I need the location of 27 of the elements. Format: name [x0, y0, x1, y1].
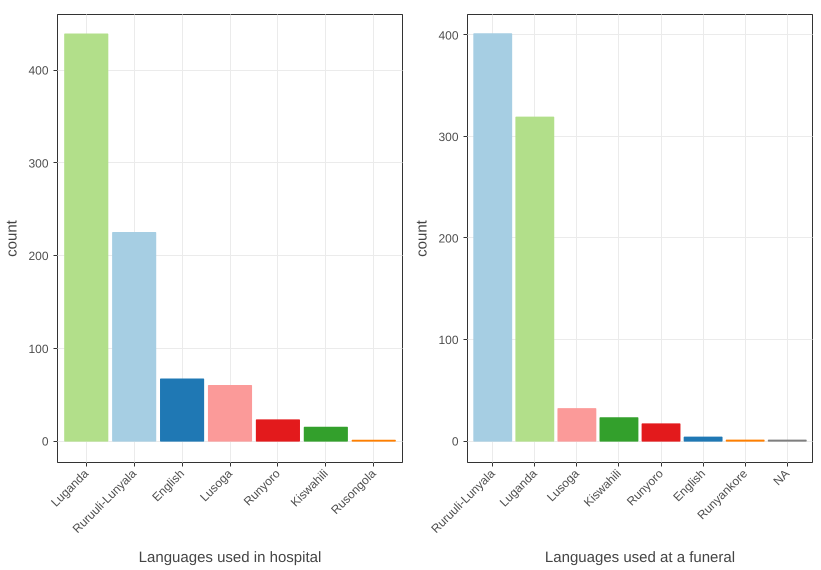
- bar: [515, 116, 554, 442]
- bar: [64, 33, 108, 442]
- y-axis-title: count: [413, 219, 430, 257]
- y-tick-label: 300: [28, 156, 49, 170]
- bar: [600, 417, 638, 442]
- bar: [256, 419, 300, 442]
- y-tick-label: 200: [28, 249, 49, 264]
- bar: [557, 408, 596, 442]
- y-tick-label: 200: [438, 231, 459, 246]
- y-tick-label: 0: [452, 434, 459, 449]
- y-tick-label: 400: [438, 28, 459, 42]
- x-axis-title: Languages used at a funeral: [544, 548, 736, 566]
- y-axis-title: count: [3, 219, 20, 257]
- y-tick-label: 300: [438, 130, 459, 144]
- bar: [684, 436, 723, 442]
- bar: [304, 426, 348, 442]
- y-tick-label: 100: [438, 333, 459, 348]
- x-tick-label: NA: [770, 466, 792, 488]
- bar: [642, 423, 680, 442]
- bar: [473, 33, 512, 442]
- y-tick-label: 0: [42, 434, 49, 449]
- y-tick-label: 400: [28, 64, 49, 78]
- bar: [160, 378, 204, 442]
- bar: [208, 385, 252, 442]
- y-tick-label: 100: [28, 342, 49, 356]
- x-axis-title: Languages used in hospital: [138, 548, 322, 566]
- bar: [112, 232, 156, 442]
